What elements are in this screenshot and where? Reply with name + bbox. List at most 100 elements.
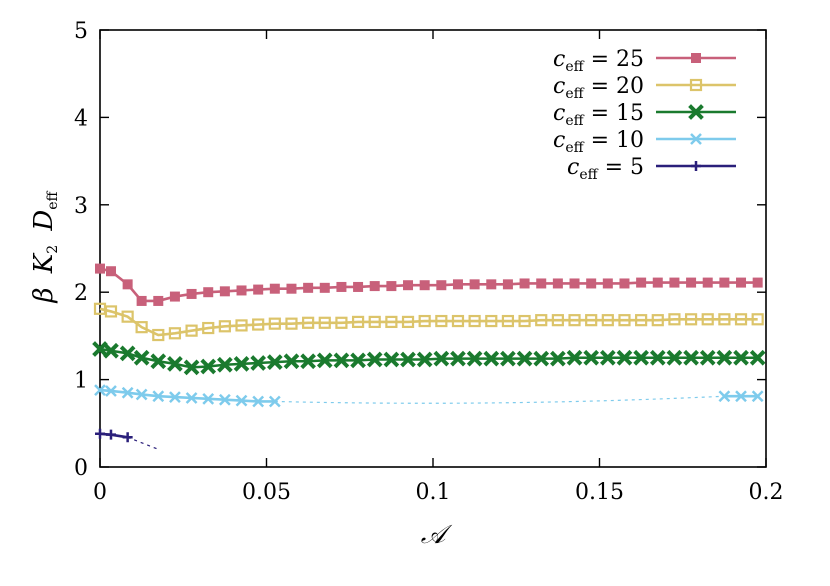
legend-swatch-marker xyxy=(689,78,703,92)
data-point xyxy=(95,263,105,274)
data-point xyxy=(235,319,248,332)
legend-entry: ceff = 10 xyxy=(553,128,736,156)
data-point xyxy=(218,393,231,406)
x-tick-label: 0.05 xyxy=(242,480,291,505)
data-point xyxy=(652,277,663,288)
data-point xyxy=(200,358,217,375)
x-tick-label: 0 xyxy=(93,480,107,505)
data-point xyxy=(400,351,416,368)
data-point xyxy=(103,342,119,359)
series-3 xyxy=(92,341,766,376)
data-point xyxy=(121,386,134,399)
data-point xyxy=(419,280,430,291)
data-point xyxy=(183,359,200,376)
data-point xyxy=(418,314,431,328)
data-point xyxy=(468,314,481,328)
data-point xyxy=(383,351,400,368)
data-point xyxy=(716,349,733,366)
data-point xyxy=(167,356,183,372)
data-point xyxy=(150,353,167,370)
data-point xyxy=(386,281,397,292)
data-point xyxy=(616,349,633,366)
plot-border xyxy=(99,29,767,468)
data-point xyxy=(684,313,698,326)
data-point xyxy=(168,327,182,340)
data-point xyxy=(683,349,699,366)
data-point xyxy=(333,352,350,369)
legend-swatch-marker xyxy=(690,133,702,145)
data-point xyxy=(668,313,681,326)
data-point xyxy=(751,313,764,326)
legend-swatch-marker xyxy=(691,53,701,63)
data-point xyxy=(569,278,580,289)
data-point xyxy=(283,353,300,370)
data-point xyxy=(218,320,231,333)
data-point xyxy=(135,321,148,334)
data-point xyxy=(601,314,614,327)
data-point xyxy=(336,281,347,292)
data-point xyxy=(568,314,581,327)
data-point xyxy=(403,280,414,291)
x-tick-label: 0.2 xyxy=(749,480,784,505)
data-point xyxy=(105,266,116,277)
data-point xyxy=(219,286,230,297)
data-point xyxy=(566,349,583,366)
data-point xyxy=(551,314,564,327)
data-point xyxy=(433,350,450,367)
data-point xyxy=(122,432,133,443)
y-axis-title: β K2 Deff xyxy=(29,190,61,303)
data-point xyxy=(233,356,250,372)
data-point xyxy=(319,282,330,293)
data-point xyxy=(536,278,547,289)
data-point xyxy=(353,281,364,292)
data-point xyxy=(369,281,380,292)
data-point xyxy=(651,314,664,327)
data-point xyxy=(751,390,764,403)
data-point xyxy=(719,277,730,288)
data-point xyxy=(686,277,697,288)
data-point xyxy=(169,391,181,403)
data-point xyxy=(586,278,597,289)
data-point xyxy=(599,349,616,366)
x-axis-title: 𝒜 xyxy=(421,520,453,550)
data-point xyxy=(733,349,749,366)
data-point xyxy=(516,350,533,367)
y-tick-label: 0 xyxy=(74,456,88,481)
data-point xyxy=(94,384,106,396)
y-tick-label: 5 xyxy=(74,19,88,44)
data-point xyxy=(368,315,381,329)
data-point xyxy=(285,317,298,330)
data-point xyxy=(385,315,398,329)
data-point xyxy=(451,314,465,328)
data-point xyxy=(500,350,516,367)
data-point xyxy=(666,349,683,366)
data-point xyxy=(436,280,447,291)
data-point xyxy=(450,350,466,367)
legend-swatch-marker xyxy=(688,104,704,120)
data-point xyxy=(552,278,563,289)
series-2 xyxy=(93,302,764,342)
data-point xyxy=(121,310,134,323)
data-point xyxy=(583,349,600,366)
y-tick-label: 2 xyxy=(74,281,88,306)
data-point xyxy=(736,277,747,288)
data-point xyxy=(202,392,215,405)
data-point xyxy=(185,392,198,404)
data-point xyxy=(649,349,666,366)
data-point xyxy=(203,287,214,298)
data-point xyxy=(105,429,116,440)
legend-label: ceff = 20 xyxy=(553,74,644,102)
data-point xyxy=(401,315,415,329)
axis-ticks: 0 0.05 0.1 0.15 0.2 0 1 2 3 4 5 xyxy=(74,19,784,505)
data-point xyxy=(483,350,500,367)
data-point xyxy=(636,277,647,288)
series-4 xyxy=(94,384,764,408)
data-point xyxy=(286,283,297,294)
data-point xyxy=(236,285,247,296)
data-point xyxy=(303,282,314,293)
series-1 xyxy=(95,263,763,306)
data-point xyxy=(701,313,714,326)
data-point xyxy=(268,317,281,330)
data-point xyxy=(749,349,766,366)
